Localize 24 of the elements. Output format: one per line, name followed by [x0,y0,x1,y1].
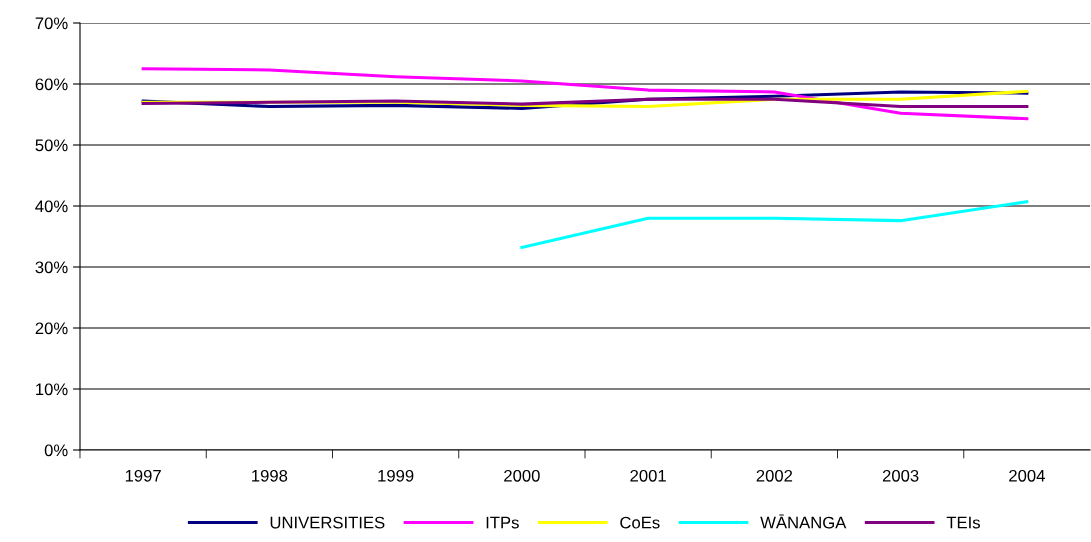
y-tick-label: 40% [35,200,68,213]
x-tick-label: 2004 [1009,469,1045,482]
x-tick-label: 1997 [125,469,161,482]
x-tick-label: 1998 [252,469,288,482]
y-tick-label: 30% [35,261,68,274]
y-tick-label: 60% [35,78,68,91]
x-tick-label: 2000 [504,469,540,482]
y-tick-label: 50% [35,139,68,152]
legend-label: CoEs [620,516,660,529]
legend-label: TEIs [946,516,980,529]
y-tick-label: 10% [36,383,68,396]
line-series [141,67,1029,121]
y-tick-label: 70% [35,17,68,30]
x-tick-label: 2002 [756,469,793,482]
x-tick-label: 2003 [882,469,919,482]
line-series [520,200,1029,250]
x-tick-label: 1999 [378,469,414,482]
line-series [141,97,1029,109]
y-tick-label: 0% [44,444,68,457]
legend-label: ITPs [486,516,519,529]
x-tick-label: 2001 [630,469,666,482]
legend-label: WĀNANGA [760,514,847,529]
legend-label: UNIVERSITIES [270,516,385,529]
y-tick-label: 20% [35,322,68,335]
